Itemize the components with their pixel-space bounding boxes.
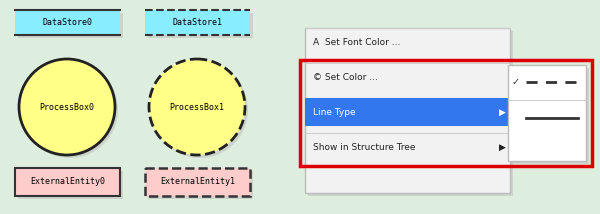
Text: Show in Structure Tree: Show in Structure Tree bbox=[313, 143, 415, 152]
Text: ▶: ▶ bbox=[499, 107, 505, 116]
Text: DataStore1: DataStore1 bbox=[173, 18, 223, 27]
FancyBboxPatch shape bbox=[18, 171, 123, 199]
Text: ProcessBox0: ProcessBox0 bbox=[40, 103, 95, 111]
Ellipse shape bbox=[152, 62, 248, 158]
Text: ✓: ✓ bbox=[512, 77, 520, 87]
Text: ▶: ▶ bbox=[499, 143, 505, 152]
Text: A  Set Font Color ...: A Set Font Color ... bbox=[313, 37, 400, 46]
FancyBboxPatch shape bbox=[308, 31, 513, 196]
FancyBboxPatch shape bbox=[145, 168, 250, 196]
Text: ProcessBox1: ProcessBox1 bbox=[170, 103, 224, 111]
FancyBboxPatch shape bbox=[15, 168, 120, 196]
Text: Line Type: Line Type bbox=[313, 107, 356, 116]
FancyBboxPatch shape bbox=[148, 13, 253, 38]
Ellipse shape bbox=[22, 62, 118, 158]
FancyBboxPatch shape bbox=[15, 10, 120, 35]
FancyBboxPatch shape bbox=[305, 98, 510, 126]
Text: ExternalEntity1: ExternalEntity1 bbox=[160, 177, 235, 186]
Text: ExternalEntity0: ExternalEntity0 bbox=[30, 177, 105, 186]
FancyBboxPatch shape bbox=[305, 28, 510, 193]
Ellipse shape bbox=[19, 59, 115, 155]
Ellipse shape bbox=[149, 59, 245, 155]
FancyBboxPatch shape bbox=[18, 13, 123, 38]
FancyBboxPatch shape bbox=[511, 68, 589, 164]
FancyBboxPatch shape bbox=[145, 10, 250, 35]
Text: DataStore0: DataStore0 bbox=[43, 18, 92, 27]
FancyBboxPatch shape bbox=[508, 65, 586, 161]
Text: © Set Color ...: © Set Color ... bbox=[313, 73, 378, 82]
FancyBboxPatch shape bbox=[148, 171, 253, 199]
